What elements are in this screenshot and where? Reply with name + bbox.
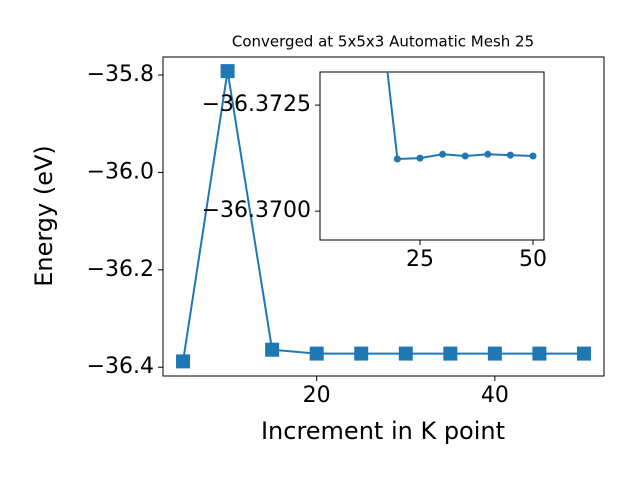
y-tick-label: −36.3700 [202, 198, 311, 223]
marker [484, 150, 492, 158]
x-axis-label: Increment in K point [261, 417, 505, 445]
x-tick-label: 20 [303, 383, 331, 408]
y-tick-label: −36.3725 [202, 92, 311, 117]
marker [576, 346, 591, 361]
y-tick-label: −35.8 [87, 62, 154, 87]
marker [398, 346, 413, 361]
marker [439, 150, 447, 158]
marker [176, 354, 191, 369]
marker [354, 346, 369, 361]
marker [506, 151, 514, 159]
plot-area [176, 64, 591, 369]
marker [529, 152, 537, 160]
marker [220, 64, 235, 79]
marker [393, 155, 401, 163]
marker [265, 342, 280, 357]
y-tick-label: −36.4 [87, 354, 154, 379]
marker [416, 154, 424, 162]
x-tick-label: 40 [481, 383, 509, 408]
y-tick-label: −36.0 [87, 159, 154, 184]
x-tick-label: 50 [519, 247, 547, 272]
chart-title: Converged at 5x5x3 Automatic Mesh 25 [232, 33, 534, 51]
y-axis-label: Energy (eV) [30, 145, 58, 287]
series-line [182, 70, 584, 362]
x-tick-label: 25 [406, 247, 434, 272]
plot-area [386, 72, 537, 163]
marker [532, 346, 547, 361]
marker [461, 152, 469, 160]
series-line [386, 72, 534, 161]
marker [309, 346, 324, 361]
marker [443, 346, 458, 361]
y-tick-label: −36.2 [87, 257, 154, 282]
marker [487, 346, 502, 361]
